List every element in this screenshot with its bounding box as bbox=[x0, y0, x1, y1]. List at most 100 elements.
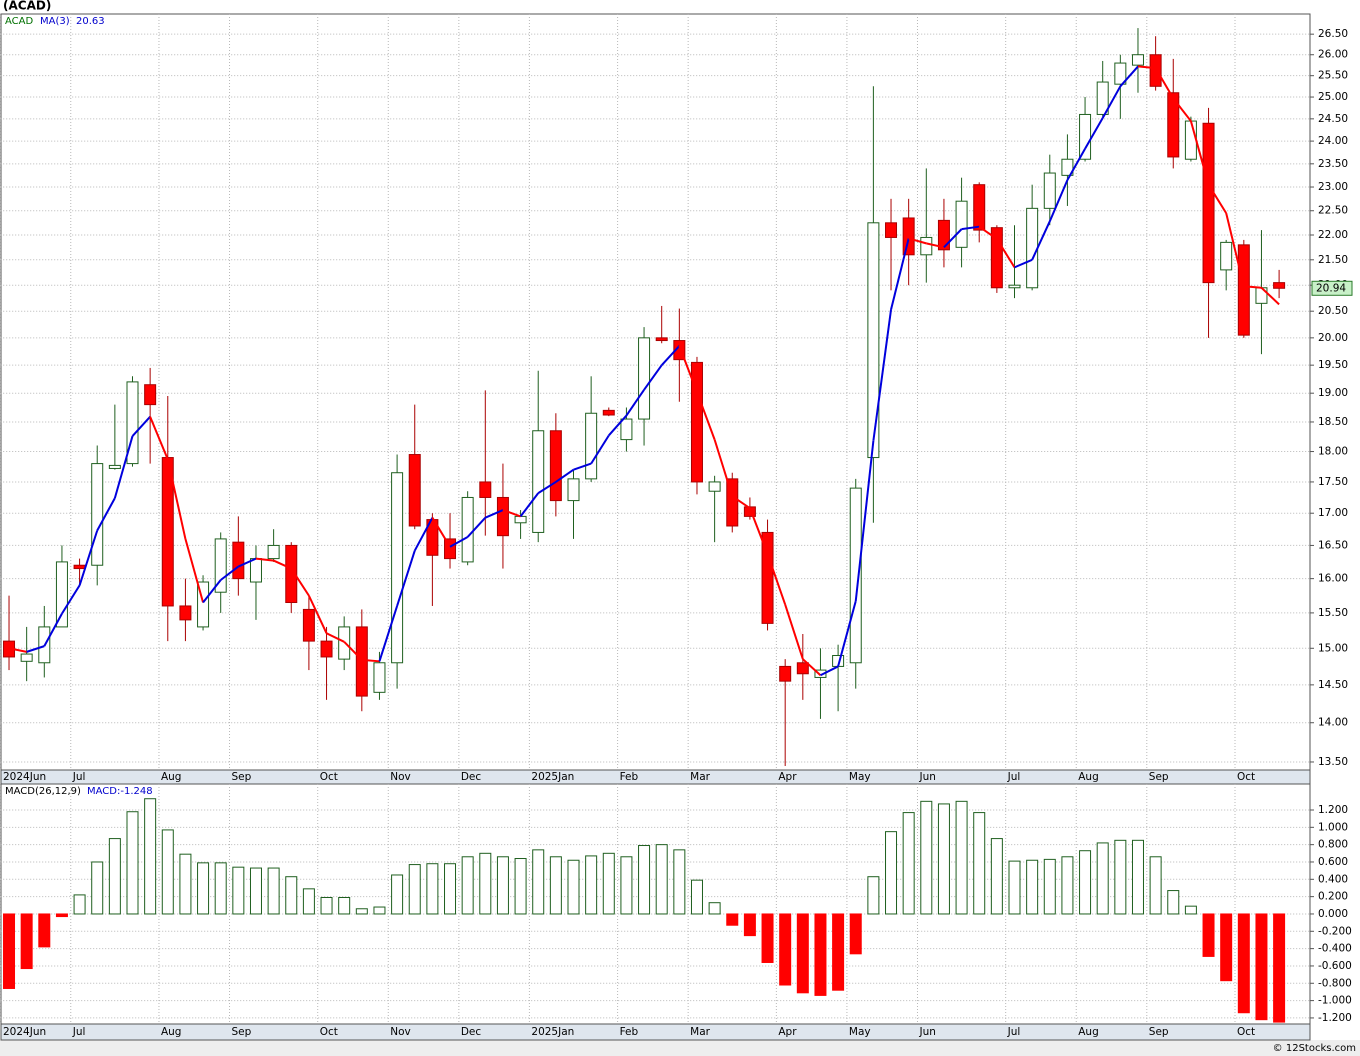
ma-segment bbox=[1066, 148, 1086, 181]
candle-body bbox=[973, 184, 986, 231]
candle-body bbox=[302, 608, 315, 642]
y-tick-label: -0.400 bbox=[1318, 943, 1352, 955]
macd-bar bbox=[1061, 856, 1074, 915]
macd-bar bbox=[3, 913, 16, 989]
ma-segment bbox=[202, 579, 222, 604]
macd-bar bbox=[514, 858, 527, 915]
ma-segment bbox=[184, 538, 205, 603]
y-tick-label: 15.00 bbox=[1318, 642, 1348, 654]
ma-segment bbox=[519, 492, 540, 518]
macd-x-axis bbox=[0, 1023, 1311, 1041]
y-tick-label: 17.50 bbox=[1318, 476, 1348, 488]
x-tick-label: Jul bbox=[72, 771, 86, 783]
ma-segment bbox=[1260, 287, 1280, 306]
macd-bar bbox=[338, 897, 351, 915]
y-tick-label: 23.50 bbox=[1318, 158, 1348, 170]
candle-body bbox=[20, 653, 33, 662]
ma-segment bbox=[854, 440, 875, 602]
ma-segment bbox=[237, 557, 257, 568]
macd-bar bbox=[955, 800, 968, 915]
macd-bar bbox=[1026, 859, 1039, 915]
y-tick-label: 24.00 bbox=[1318, 135, 1348, 147]
candle-body bbox=[885, 222, 898, 238]
x-tick-label: Jul bbox=[1007, 771, 1021, 783]
ma-segment bbox=[96, 497, 116, 531]
candle-body bbox=[955, 200, 968, 248]
macd-bar bbox=[1008, 860, 1021, 915]
candle-body bbox=[638, 337, 651, 420]
macd-bar bbox=[532, 849, 545, 915]
ma-segment bbox=[784, 604, 804, 660]
candle-body bbox=[902, 217, 915, 256]
macd-bar bbox=[461, 856, 474, 915]
candle-body bbox=[761, 531, 774, 624]
candle-body bbox=[1043, 172, 1056, 209]
macd-bar bbox=[161, 829, 174, 915]
ma-segment bbox=[1084, 117, 1104, 150]
candle-body bbox=[320, 640, 333, 658]
candle-body bbox=[867, 222, 880, 459]
macd-bar bbox=[885, 831, 898, 915]
x-tick-label: Jul bbox=[72, 1026, 86, 1038]
x-tick-label: 2024Jun bbox=[3, 771, 46, 783]
macd-bar bbox=[973, 812, 986, 915]
ma-segment bbox=[643, 364, 663, 391]
macd-bar bbox=[620, 856, 633, 915]
ma-segment bbox=[78, 530, 99, 586]
ma-segment bbox=[890, 238, 910, 310]
ma-segment bbox=[608, 414, 628, 437]
macd-bar bbox=[796, 913, 809, 994]
candle-body bbox=[549, 430, 562, 502]
x-tick-label: Feb bbox=[620, 771, 639, 783]
ma-segment bbox=[1031, 220, 1051, 261]
candle-body bbox=[1237, 244, 1250, 336]
x-tick-label: 2025Jan bbox=[531, 771, 574, 783]
macd-bar bbox=[232, 866, 245, 915]
y-tick-label: -1.200 bbox=[1318, 1012, 1352, 1024]
ma-segment bbox=[1048, 179, 1069, 222]
macd-bar bbox=[743, 913, 756, 937]
y-tick-label: 1.200 bbox=[1318, 804, 1348, 816]
x-tick-label: Jun bbox=[918, 771, 935, 783]
x-tick-label: Feb bbox=[620, 1026, 639, 1038]
ma-label: MA(3) bbox=[40, 16, 70, 27]
candle-body bbox=[73, 564, 86, 570]
candle-body bbox=[408, 454, 421, 527]
ma-segment bbox=[307, 595, 328, 634]
y-tick-label: 15.50 bbox=[1318, 607, 1348, 619]
symbol-label: ACAD bbox=[5, 16, 33, 27]
candle-body bbox=[461, 496, 474, 563]
y-tick-label: 14.00 bbox=[1318, 717, 1348, 729]
macd-bar bbox=[1202, 913, 1215, 957]
ma-segment bbox=[449, 536, 469, 548]
y-tick-label: 19.00 bbox=[1318, 387, 1348, 399]
macd-bar bbox=[1184, 905, 1197, 915]
candle-body bbox=[814, 669, 827, 678]
watermark: © 12Stocks.com bbox=[1273, 1043, 1356, 1054]
candle-body bbox=[673, 340, 686, 361]
macd-bar bbox=[267, 867, 280, 915]
chart-title: (ACAD) bbox=[3, 0, 51, 13]
ma-segment bbox=[713, 439, 734, 497]
candle-body bbox=[690, 361, 703, 483]
ma-segment bbox=[43, 613, 63, 647]
macd-bar bbox=[1043, 858, 1056, 915]
macd-bar bbox=[726, 913, 739, 926]
y-tick-label: 22.00 bbox=[1318, 229, 1348, 241]
candle-body bbox=[1167, 92, 1180, 158]
ma-segment bbox=[996, 238, 1016, 268]
macd-bar bbox=[285, 876, 298, 915]
macd-bar bbox=[355, 908, 368, 915]
ma-segment bbox=[1189, 120, 1210, 185]
x-tick-label: May bbox=[849, 771, 871, 783]
candle-body bbox=[743, 506, 756, 517]
macd-bar bbox=[249, 867, 262, 915]
ma-segment bbox=[396, 550, 416, 607]
y-tick-label: 18.50 bbox=[1318, 416, 1348, 428]
candle-body bbox=[708, 481, 721, 492]
macd-bar bbox=[567, 859, 580, 915]
x-tick-label: Jun bbox=[918, 1026, 935, 1038]
candle-body bbox=[444, 538, 457, 560]
ma-segment bbox=[820, 665, 839, 677]
candle-body bbox=[796, 662, 809, 675]
